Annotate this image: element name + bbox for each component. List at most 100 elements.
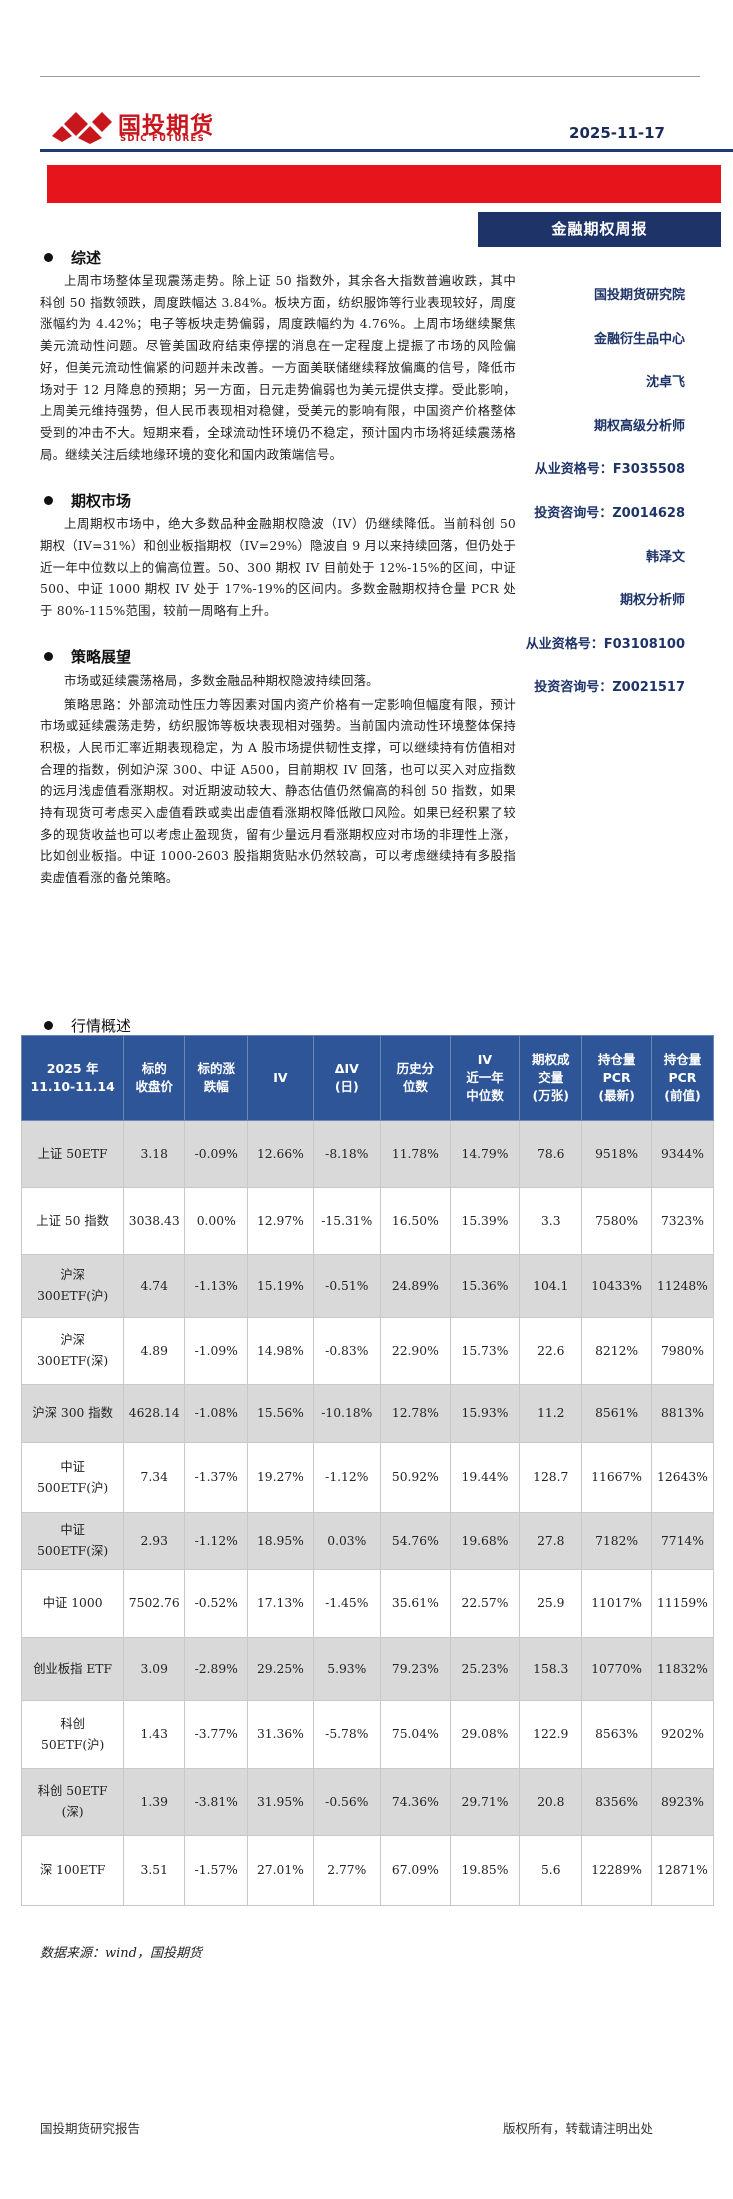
table-cell: 4628.14 — [123, 1384, 186, 1443]
table-row: 中证 1000 7502.76 -0.52% 17.13% -1.45% 35.61% 22… — [20, 1569, 715, 1638]
table-row-label: 科创 50ETF (深) — [20, 1768, 125, 1836]
table-cell: -3.81% — [184, 1768, 249, 1836]
author-line: 投资咨询号：Z0014628 — [534, 505, 685, 521]
table-cell: 14.79% — [449, 1120, 521, 1188]
table-row: 科创 50ETF(沪) 1.43 -3.77% 31.36% -5.78% 75.04% 2… — [20, 1700, 715, 1769]
table-cell: -0.09% — [184, 1120, 249, 1188]
table-cell: 10770% — [581, 1637, 652, 1701]
table-header-cell: 期权成 交量 (万张) — [519, 1035, 583, 1121]
table-cell: 1.43 — [123, 1700, 186, 1769]
table-cell: 8563% — [581, 1700, 652, 1769]
table-row-label: 上证 50 指数 — [20, 1187, 125, 1255]
table-cell: 12289% — [581, 1835, 652, 1906]
table-cell: 19.27% — [247, 1442, 314, 1513]
logo-english-text: SDIC FUTURES — [120, 134, 206, 144]
table-cell: 12643% — [650, 1442, 715, 1513]
logo-chinese-text: 国投期货 — [118, 113, 214, 139]
table-cell: -0.56% — [312, 1768, 382, 1836]
table-cell: 24.89% — [380, 1254, 451, 1318]
table-cell: 11248% — [650, 1254, 715, 1318]
table-cell: 2.93 — [123, 1512, 186, 1570]
company-logo: 国投期货 SDIC FUTURES — [48, 106, 238, 146]
table-cell: 104.1 — [519, 1254, 583, 1318]
table-row: 创业板指 ETF 3.09 -2.89% 29.25% 5.93% 79.23% 25.23… — [20, 1637, 715, 1701]
table-cell: 31.36% — [247, 1700, 314, 1769]
table-cell: 8923% — [650, 1768, 715, 1836]
table-cell: 11667% — [581, 1442, 652, 1513]
report-date: 2025-11-17 — [569, 124, 665, 142]
table-cell: 19.85% — [449, 1835, 521, 1906]
author-line: 投资咨询号：Z0021517 — [534, 680, 685, 696]
table-row: 科创 50ETF (深) 1.39 -3.81% 31.95% -0.56% 74.36%… — [20, 1768, 715, 1836]
table-cell: -1.09% — [184, 1317, 249, 1385]
table-row: 上证 50ETF 3.18 -0.09% 12.66% -8.18% 11.78% 14.7… — [20, 1120, 715, 1188]
table-cell: 10433% — [581, 1254, 652, 1318]
table-cell: 14.98% — [247, 1317, 314, 1385]
table-row: 上证 50 指数 3038.43 0.00% 12.97% -15.31% 16.50% 1… — [20, 1187, 715, 1255]
table-cell: -3.77% — [184, 1700, 249, 1769]
footer-right: 版权所有，转载请注明出处 — [502, 2121, 653, 2136]
table-cell: 15.73% — [449, 1317, 521, 1385]
author-line: 沈卓飞 — [645, 375, 685, 391]
table-cell: -1.12% — [184, 1512, 249, 1570]
table-cell: 54.76% — [380, 1512, 451, 1570]
table-cell: 79.23% — [380, 1637, 451, 1701]
table-row: 沪深 300 指数 4628.14 -1.08% 15.56% -10.18% 12.78… — [20, 1384, 715, 1443]
bullet-icon — [44, 495, 53, 505]
data-source: 数据来源：wind，国投期货 — [40, 1946, 202, 1961]
table-cell: 7980% — [650, 1317, 715, 1385]
table-cell: 29.71% — [449, 1768, 521, 1836]
table-cell: 20.8 — [519, 1768, 583, 1836]
table-header-cell: 标的涨 跌幅 — [184, 1035, 249, 1121]
table-cell: 12871% — [650, 1835, 715, 1906]
table-cell: 35.61% — [380, 1569, 451, 1638]
section-title: 综述 — [71, 248, 102, 267]
table-cell: 9202% — [650, 1700, 715, 1769]
table-cell: 12.97% — [247, 1187, 314, 1255]
author-line: 期权高级分析师 — [593, 418, 685, 434]
table-row-label: 沪深 300 指数 — [20, 1384, 125, 1443]
table-cell: -5.78% — [312, 1700, 382, 1769]
table-cell: 11.78% — [380, 1120, 451, 1188]
table-cell: 16.50% — [380, 1187, 451, 1255]
table-cell: -15.31% — [312, 1187, 382, 1255]
table-cell: 74.36% — [380, 1768, 451, 1836]
table-cell: 27.8 — [519, 1512, 583, 1570]
table-cell: 158.3 — [519, 1637, 583, 1701]
footer-left: 国投期货研究报告 — [40, 2121, 141, 2136]
table-cell: 0.00% — [184, 1187, 249, 1255]
market-overview-heading: 行情概述 — [40, 1015, 131, 1036]
table-row: 沪深 300ETF(深) 4.89 -1.09% 14.98% -0.83% 22.90%… — [20, 1317, 715, 1385]
section-paragraph: 上周市场整体呈现震荡走势。除上证 50 指数外，其余各大指数普遍收跌，其中科创 … — [40, 273, 516, 462]
section-paragraph: 策略思路：外部流动性压力等因素对国内资产价格有一定影响但幅度有限，预计市场或延续… — [40, 696, 516, 886]
table-cell: 7182% — [581, 1512, 652, 1570]
table-cell: -0.51% — [312, 1254, 382, 1318]
table-row-label: 中证 500ETF(深) — [20, 1512, 125, 1570]
table-row: 沪深 300ETF(沪) 4.74 -1.13% 15.19% -0.51% 24.89%… — [20, 1254, 715, 1318]
table-cell: 22.6 — [519, 1317, 583, 1385]
table-cell: 4.74 — [123, 1254, 186, 1318]
table-cell: 3038.43 — [123, 1187, 186, 1255]
table-cell: 29.25% — [247, 1637, 314, 1701]
report-type-tag: 金融期权周报 — [478, 212, 721, 247]
table-cell: 67.09% — [380, 1835, 451, 1906]
table-row-label: 上证 50ETF — [20, 1120, 125, 1188]
table-cell: 22.90% — [380, 1317, 451, 1385]
table-header-cell: IV 近一年 中位数 — [449, 1035, 521, 1121]
table-cell: 7714% — [650, 1512, 715, 1570]
section-summary: 综述 上周市场整体呈现震荡走势。除上证 50 指数外，其余各大指数普遍收跌，其中… — [40, 246, 516, 465]
research-institute: 国投期货研究院 — [593, 288, 685, 303]
table-cell: 3.3 — [519, 1187, 583, 1255]
logo-mark-icon — [52, 112, 112, 144]
table-cell: 5.6 — [519, 1835, 583, 1906]
table-row-label: 中证 1000 — [20, 1569, 125, 1638]
table-cell: 8561% — [581, 1384, 652, 1443]
table-cell: 29.08% — [449, 1700, 521, 1769]
table-cell: 2.77% — [312, 1835, 382, 1906]
author-line: 韩泽文 — [645, 549, 685, 565]
author-line: 从业资格号：F03108100 — [525, 636, 685, 652]
author-info: 国投期货研究院 金融衍生品中心 沈卓飞 期权高级分析师 从业资格号：F30355… — [505, 286, 685, 722]
table-cell: 7502.76 — [123, 1569, 186, 1638]
table-row: 中证 500ETF(沪) 7.34 -1.37% 19.27% -1.12% 50.92%… — [20, 1442, 715, 1513]
section-title: 策略展望 — [71, 648, 132, 667]
